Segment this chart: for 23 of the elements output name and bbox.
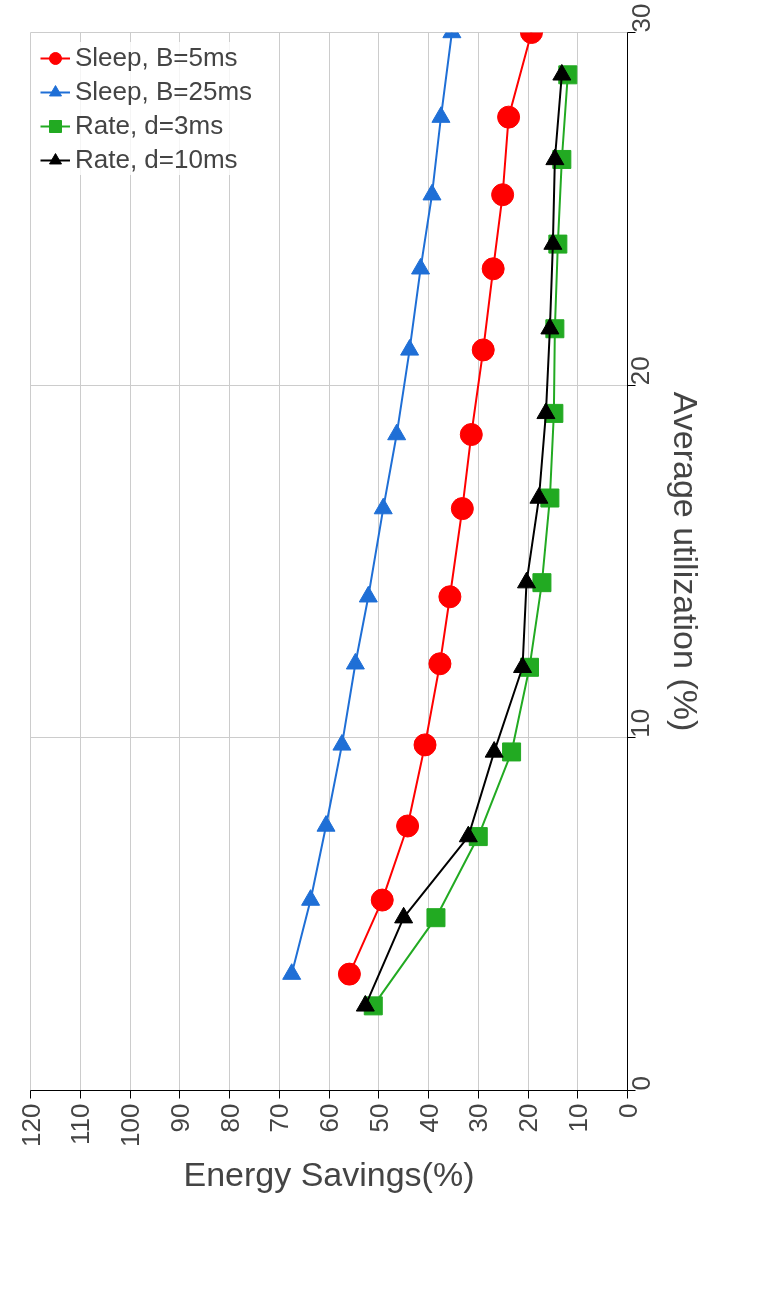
x-tick-label: 0 bbox=[612, 1103, 643, 1118]
legend-label: Sleep, B=5ms bbox=[75, 42, 238, 73]
x-tick-label: 100 bbox=[115, 1103, 145, 1147]
legend-label: Rate, d=10ms bbox=[75, 144, 238, 175]
x-tick-label: 80 bbox=[214, 1103, 245, 1133]
x-tick-label: 30 bbox=[463, 1103, 494, 1133]
x-tick-label: 50 bbox=[363, 1103, 394, 1133]
y-axis-title: Average utilization (%) bbox=[666, 391, 705, 732]
x-tick-label: 20 bbox=[513, 1103, 543, 1133]
legend-label: Sleep, B=25ms bbox=[75, 76, 253, 107]
x-tick-label: 110 bbox=[65, 1103, 96, 1145]
x-tick-label: 120 bbox=[15, 1103, 46, 1147]
x-tick-label: 70 bbox=[264, 1103, 295, 1133]
x-tick-label: 90 bbox=[164, 1103, 195, 1133]
y-tick-label: 10 bbox=[625, 708, 656, 738]
y-tick-label: 30 bbox=[625, 3, 656, 33]
x-tick-label: 60 bbox=[314, 1103, 344, 1133]
x-tick-label: 40 bbox=[413, 1103, 444, 1133]
y-tick-label: 20 bbox=[625, 356, 656, 386]
y-tick-label: 0 bbox=[625, 1076, 656, 1091]
legend-label: Rate, d=3ms bbox=[75, 110, 224, 141]
x-axis-title: Energy Savings(%) bbox=[183, 1154, 475, 1193]
x-tick-label: 10 bbox=[562, 1103, 593, 1133]
